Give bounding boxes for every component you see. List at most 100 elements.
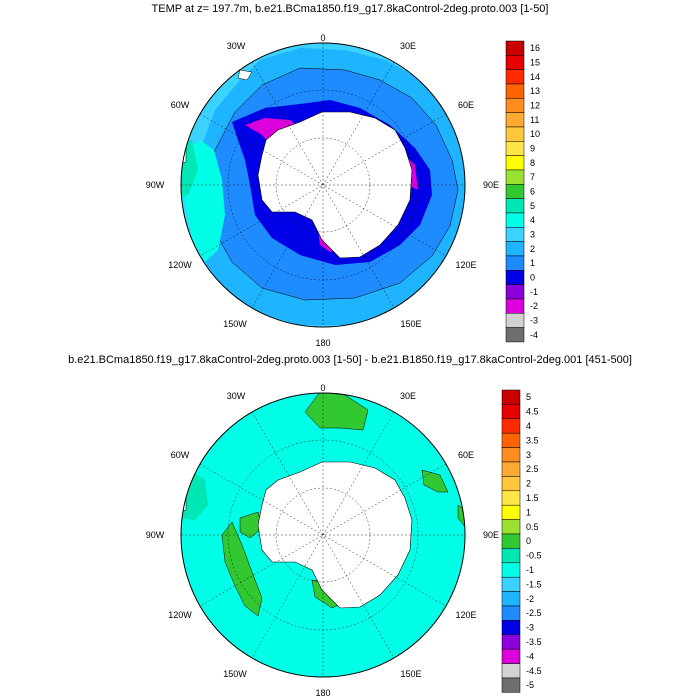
top-colorbar-swatch (505, 313, 525, 328)
bottom-patch-peninsula (239, 511, 263, 539)
bottom-colorbar-swatch (501, 432, 521, 448)
top-colorbar-label: 0 (530, 272, 535, 282)
bottom-colorbar-swatch (501, 562, 521, 578)
top-lon-label: 30E (400, 41, 416, 51)
top-land-island (237, 69, 253, 81)
bottom-colorbar-label: 5 (526, 392, 531, 402)
bottom-colorbar-swatch (501, 605, 521, 621)
bottom-colorbar-label: -3 (526, 623, 534, 633)
bottom-colorbar-swatch (501, 620, 521, 636)
bottom-lon-label: 150W (223, 669, 247, 679)
bottom-colorbar-label: 4.5 (526, 407, 539, 417)
top-lon-label: 60W (171, 100, 190, 110)
bottom-map-panel: 0 30E 60E 90E 120E 150E 180 150W 120W 90W 60W 30W 5… (146, 383, 542, 698)
top-lon-label: 150E (400, 319, 421, 329)
top-colorbar-label: 12 (530, 100, 540, 110)
top-colorbar-label: -4 (530, 330, 538, 340)
top-colorbar-swatch (505, 126, 525, 142)
bottom-colorbar-swatch (501, 663, 521, 679)
bottom-patch-60e (421, 469, 449, 493)
top-lon-label: 180 (315, 338, 330, 348)
top-colorbar-swatch (505, 255, 525, 271)
top-colorbar-swatch (505, 184, 525, 199)
bottom-lon-label: 60W (171, 450, 190, 460)
bottom-colorbar-swatch (501, 476, 521, 492)
top-colorbar-swatch (505, 241, 525, 257)
top-graticule (181, 43, 465, 327)
top-colorbar-label: 9 (530, 143, 535, 153)
bottom-colorbar-swatch (501, 404, 521, 420)
top-map-border (180, 42, 466, 328)
top-colorbar-label: 2 (530, 244, 535, 254)
top-colorbar-label: 8 (530, 158, 535, 168)
bottom-lon-label: 30E (400, 391, 416, 401)
bottom-colorbar-swatch (501, 677, 521, 693)
bottom-colorbar-swatch (501, 490, 521, 506)
top-colorbar-label: 11 (530, 115, 539, 125)
bottom-patch-90w (221, 521, 263, 617)
bottom-colorbar-label: 3.5 (526, 435, 539, 445)
bottom-lon-label: 120E (455, 610, 476, 620)
bottom-lon-label: 120W (168, 610, 192, 620)
bottom-colorbar-label: 3 (526, 450, 531, 460)
top-colorbar-swatch (505, 212, 525, 228)
top-colorbar-swatch (505, 141, 525, 156)
top-lon-label: 90W (146, 180, 165, 190)
bottom-lon-label: 180 (315, 688, 330, 698)
top-colorbar-label: 14 (530, 72, 540, 82)
top-colorbar-swatch (505, 169, 525, 185)
bottom-colorbar-label: 0 (526, 536, 531, 546)
top-colorbar-label: 3 (530, 229, 535, 239)
bottom-lon-label: 60E (458, 450, 474, 460)
bottom-colorbar-swatch (501, 504, 521, 520)
top-lon-label: 150W (223, 319, 247, 329)
bottom-colorbar-swatch (501, 447, 521, 463)
bottom-colorbar-label: -2 (526, 594, 534, 604)
bottom-colorbar-label: -1 (526, 565, 534, 575)
bottom-colorbar-label: -4.5 (526, 666, 542, 676)
top-colorbar-swatch (505, 112, 525, 128)
top-colorbar-label: 15 (530, 57, 540, 67)
bottom-lon-label: 90E (483, 530, 499, 540)
bottom-colorbar-swatch (501, 533, 521, 549)
top-south-america-land (181, 139, 187, 167)
top-colorbar-swatch (505, 98, 525, 113)
bottom-colorbar-swatch (501, 634, 521, 650)
top-colorbar-swatch (505, 55, 525, 70)
bottom-colorbar-label: -4 (526, 651, 534, 661)
top-colorbar-swatch (505, 284, 525, 300)
bottom-colorbar-label: -0.5 (526, 551, 542, 561)
bottom-patch-30e (304, 393, 369, 431)
top-colorbar-swatch (505, 155, 525, 171)
bottom-colorbar-swatch (501, 648, 521, 664)
top-colorbar-swatch (505, 227, 525, 242)
bottom-colorbar-label: -1.5 (526, 579, 542, 589)
bottom-colorbar: 5 4.5 4 3.5 3 2.5 2 1.5 1 0.5 0 -0.5 -1 -1.5 -2 -2.5 -3 -… (501, 389, 542, 693)
top-colorbar-label: 13 (530, 86, 540, 96)
top-lon-label: 30W (227, 41, 246, 51)
top-colorbar-swatch (505, 270, 525, 285)
top-colorbar-swatch (505, 69, 525, 85)
top-colorbar-swatch (505, 40, 525, 56)
bottom-colorbar-label: -2.5 (526, 608, 542, 618)
top-colorbar-label: 4 (530, 215, 535, 225)
top-lon-label: 90E (483, 180, 499, 190)
bottom-longitude-labels: 0 30E 60E 90E 120E 150E 180 150W 120W 90W 60W 30W (146, 383, 499, 698)
bottom-colorbar-label: 1 (526, 507, 531, 517)
bottom-colorbar-label: 4 (526, 421, 531, 431)
top-colorbar-swatch (505, 83, 525, 99)
bottom-map-border (180, 392, 466, 678)
top-colorbar-label: 16 (530, 43, 540, 53)
bottom-colorbar-label: 1.5 (526, 493, 539, 503)
bottom-south-america-land (181, 487, 187, 515)
bottom-patch-south-america (181, 470, 208, 520)
top-colorbar-label: 6 (530, 186, 535, 196)
bottom-colorbar-label: 2.5 (526, 464, 539, 474)
top-colorbar-label: -3 (530, 315, 538, 325)
bottom-lon-label: 150E (400, 669, 421, 679)
top-lon-label: 60E (458, 100, 474, 110)
bottom-colorbar-label: -3.5 (526, 637, 542, 647)
bottom-lon-label: 0 (320, 383, 325, 393)
bottom-lon-label: 90W (146, 530, 165, 540)
